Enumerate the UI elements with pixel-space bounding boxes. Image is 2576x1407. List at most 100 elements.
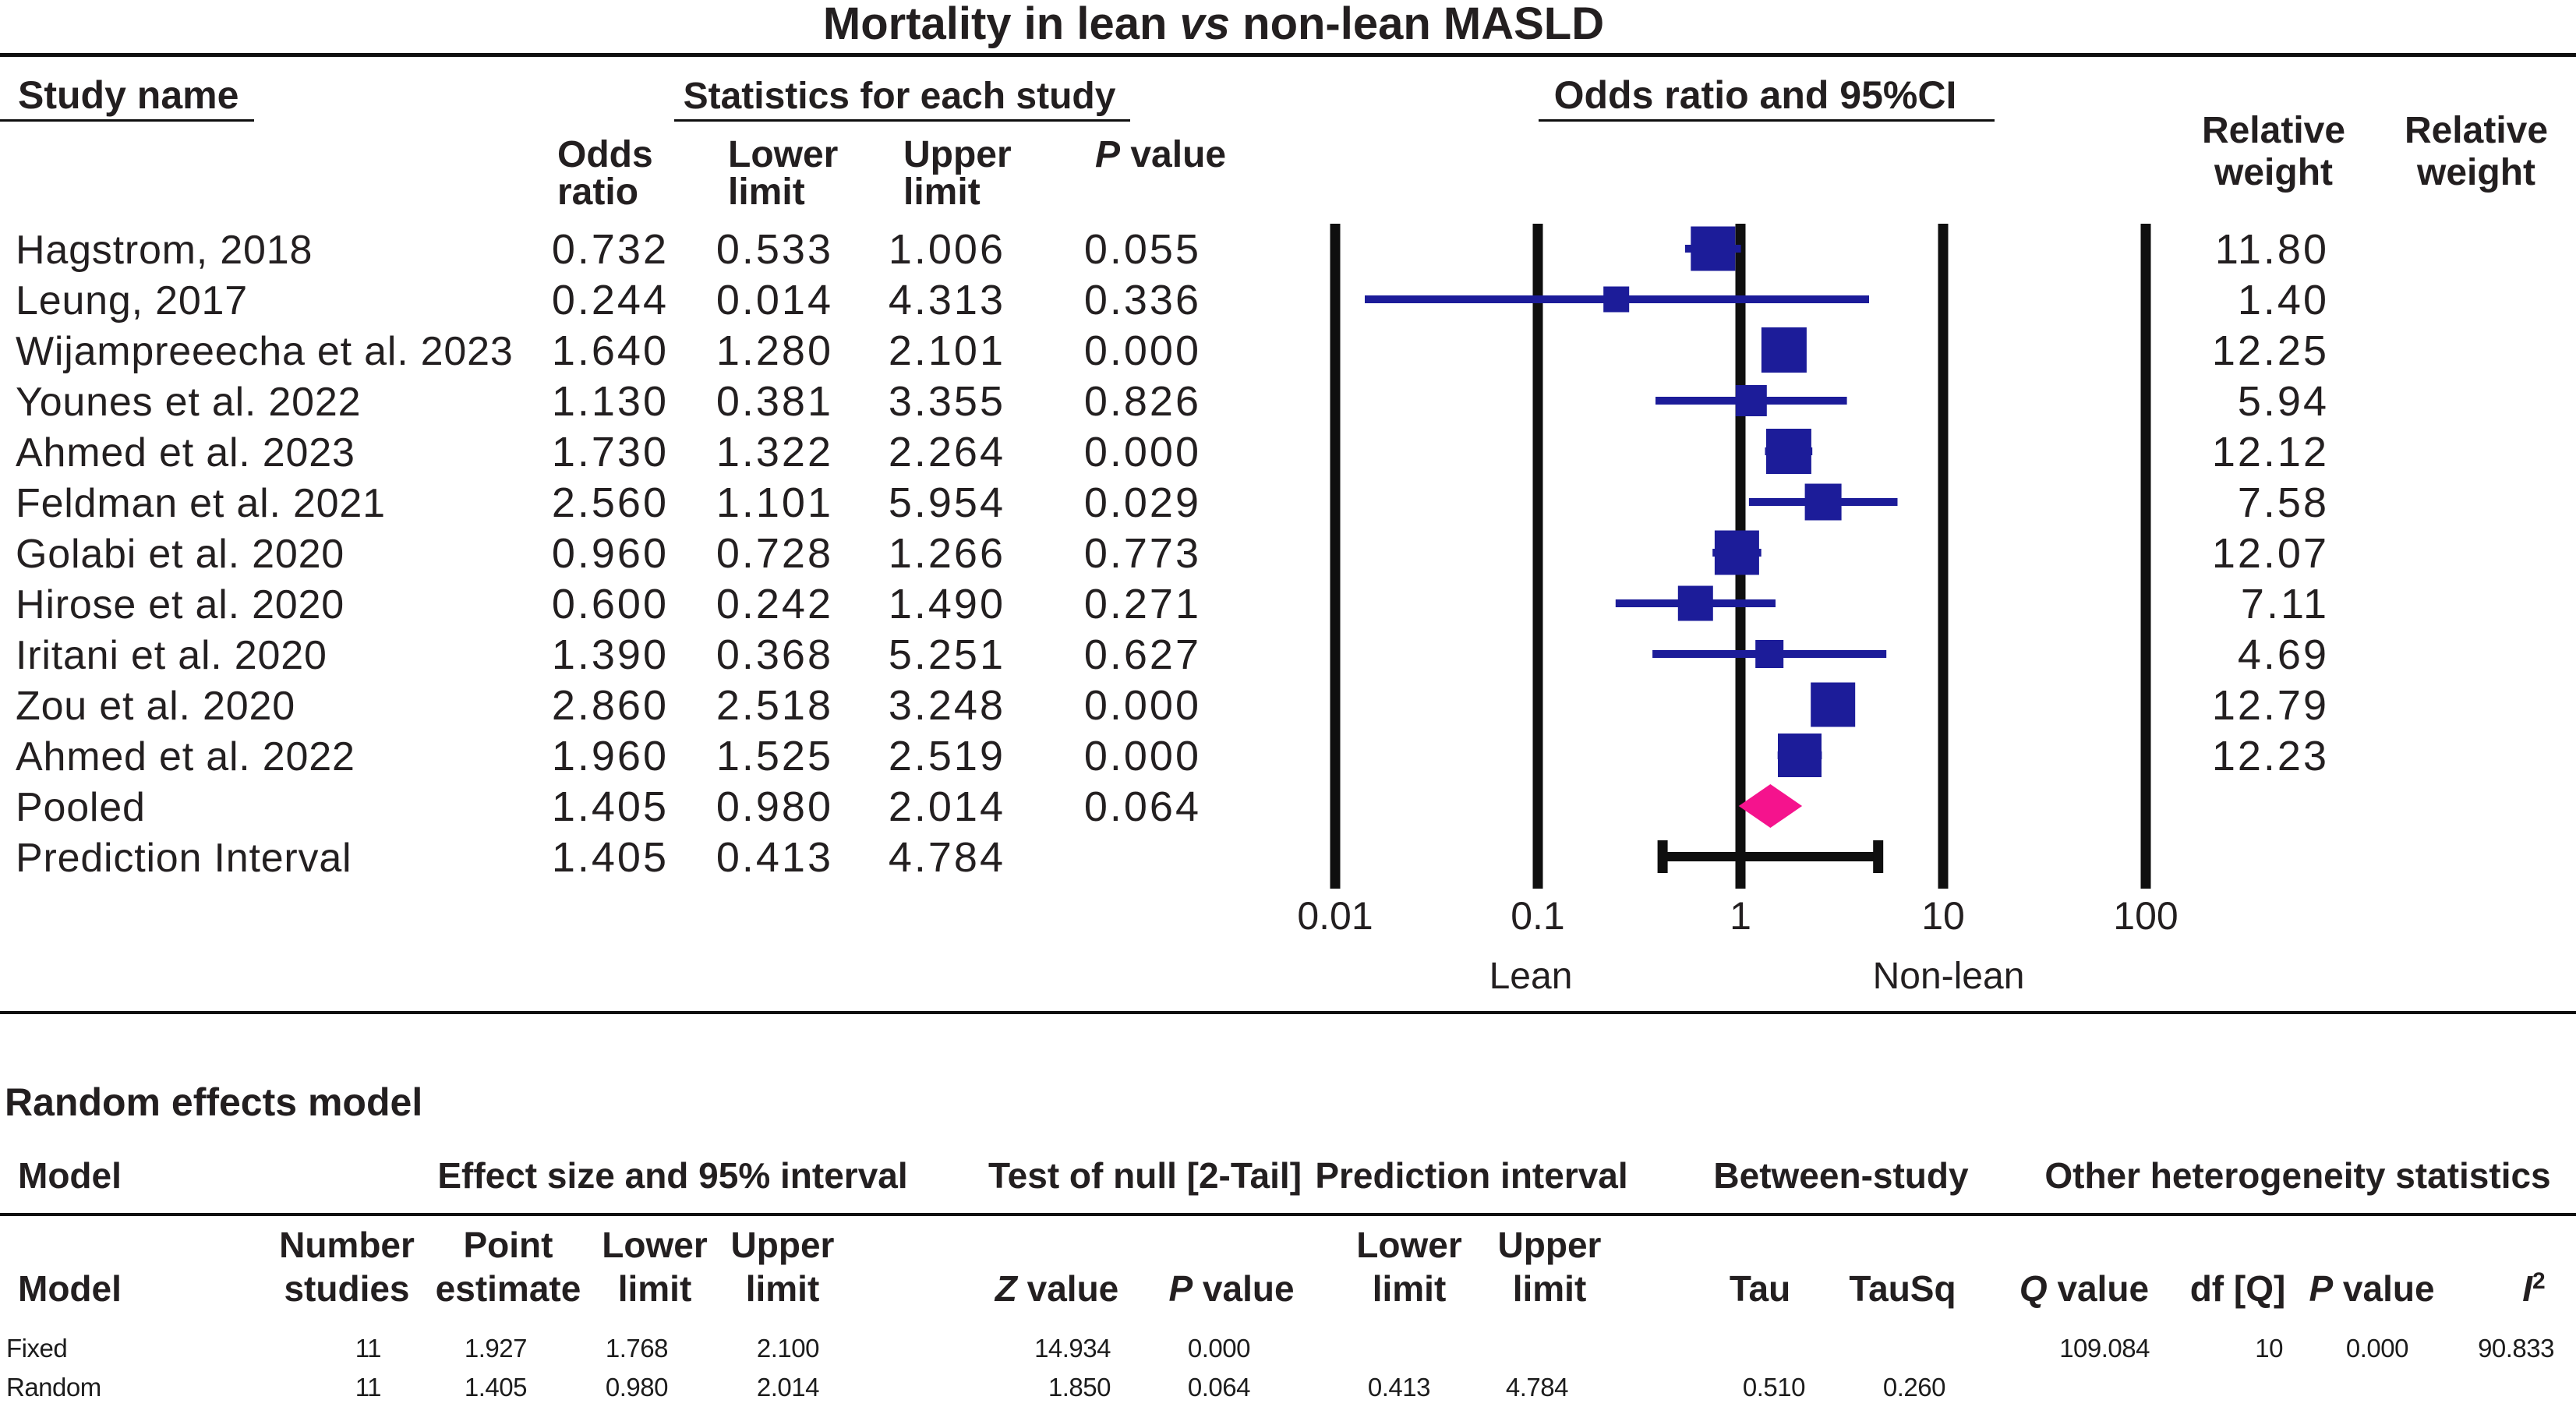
svg-text:3.355: 3.355 <box>889 378 1005 425</box>
svg-text:limit: limit <box>1373 1268 1447 1309</box>
svg-text:Prediction Interval: Prediction Interval <box>16 836 352 881</box>
svg-text:P value: P value <box>1095 134 1226 175</box>
svg-text:0.000: 0.000 <box>1084 327 1201 374</box>
svg-text:Statistics for each study: Statistics for each study <box>684 76 1116 117</box>
svg-text:0.600: 0.600 <box>552 581 669 627</box>
svg-text:Wijampreeecha et al. 2023: Wijampreeecha et al. 2023 <box>16 329 514 374</box>
svg-text:1.927: 1.927 <box>465 1334 527 1363</box>
svg-text:0.533: 0.533 <box>716 226 833 273</box>
svg-text:limit: limit <box>618 1268 692 1309</box>
svg-text:1.266: 1.266 <box>889 530 1005 577</box>
svg-text:limit: limit <box>728 171 805 213</box>
svg-text:1.280: 1.280 <box>716 327 833 374</box>
svg-text:Model: Model <box>18 1155 122 1196</box>
svg-text:Leung, 2017: Leung, 2017 <box>16 278 248 323</box>
svg-text:2.100: 2.100 <box>757 1334 819 1363</box>
svg-text:Hagstrom, 2018: Hagstrom, 2018 <box>16 228 313 273</box>
svg-text:1.322: 1.322 <box>716 429 833 475</box>
svg-text:1.405: 1.405 <box>552 834 669 881</box>
svg-text:2.014: 2.014 <box>757 1373 819 1402</box>
svg-text:2.860: 2.860 <box>552 682 669 729</box>
svg-text:Effect size and 95% interval: Effect size and 95% interval <box>437 1155 907 1196</box>
svg-text:weight: weight <box>2214 152 2333 193</box>
svg-text:2.560: 2.560 <box>552 479 669 526</box>
svg-text:Upper: Upper <box>1498 1225 1602 1265</box>
svg-text:5.251: 5.251 <box>889 631 1005 678</box>
svg-text:Upper: Upper <box>903 134 1012 175</box>
svg-text:Mortality in lean vs non-lean: Mortality in lean vs non-lean MASLD <box>823 0 1604 49</box>
svg-text:14.934: 14.934 <box>1034 1334 1111 1363</box>
svg-text:Younes et al. 2022: Younes et al. 2022 <box>16 380 361 425</box>
svg-text:Hirose et al. 2020: Hirose et al. 2020 <box>16 582 345 627</box>
svg-text:estimate: estimate <box>436 1268 581 1309</box>
svg-text:1.390: 1.390 <box>552 631 669 678</box>
svg-text:Lower: Lower <box>602 1225 708 1265</box>
svg-text:Tau: Tau <box>1730 1268 1790 1309</box>
svg-text:1.40: 1.40 <box>2238 277 2329 323</box>
svg-text:0.413: 0.413 <box>716 834 833 881</box>
svg-text:12.12: 12.12 <box>2212 429 2329 475</box>
svg-text:10: 10 <box>1921 894 1965 938</box>
svg-text:0.728: 0.728 <box>716 530 833 577</box>
svg-text:Study name: Study name <box>18 73 239 117</box>
svg-text:11: 11 <box>355 1373 381 1402</box>
svg-text:5.94: 5.94 <box>2238 378 2329 425</box>
svg-text:0.980: 0.980 <box>606 1373 668 1402</box>
svg-text:4.784: 4.784 <box>889 834 1005 881</box>
svg-text:Iritani et al. 2020: Iritani et al. 2020 <box>16 633 327 678</box>
svg-text:Lean: Lean <box>1489 956 1573 997</box>
svg-text:1: 1 <box>1730 894 1751 938</box>
svg-text:Lower: Lower <box>728 134 838 175</box>
svg-text:1.850: 1.850 <box>1048 1373 1111 1402</box>
svg-text:1.006: 1.006 <box>889 226 1005 273</box>
svg-text:1.525: 1.525 <box>716 733 833 780</box>
svg-text:Model: Model <box>18 1268 122 1309</box>
svg-text:P value: P value <box>1168 1268 1294 1309</box>
svg-text:Q value: Q value <box>2019 1268 2149 1309</box>
svg-text:12.23: 12.23 <box>2212 733 2329 780</box>
svg-text:7.58: 7.58 <box>2238 479 2329 526</box>
svg-text:Random: Random <box>6 1373 101 1402</box>
svg-text:3.248: 3.248 <box>889 682 1005 729</box>
svg-text:0.381: 0.381 <box>716 378 833 425</box>
svg-text:P value: P value <box>2309 1268 2434 1309</box>
svg-text:2.014: 2.014 <box>889 783 1005 830</box>
svg-text:0.413: 0.413 <box>1368 1373 1430 1402</box>
svg-text:Between-study: Between-study <box>1713 1155 1969 1196</box>
svg-text:Z value: Z value <box>994 1268 1119 1309</box>
svg-text:0.029: 0.029 <box>1084 479 1201 526</box>
svg-text:Prediction interval: Prediction interval <box>1315 1155 1627 1196</box>
svg-text:limit: limit <box>1513 1268 1587 1309</box>
svg-text:0.368: 0.368 <box>716 631 833 678</box>
svg-text:2.519: 2.519 <box>889 733 1005 780</box>
svg-text:5.954: 5.954 <box>889 479 1005 526</box>
svg-text:1.960: 1.960 <box>552 733 669 780</box>
svg-text:0.1: 0.1 <box>1511 894 1565 938</box>
svg-text:90.833: 90.833 <box>2478 1334 2554 1363</box>
svg-text:0.000: 0.000 <box>2346 1334 2408 1363</box>
svg-text:4.313: 4.313 <box>889 277 1005 323</box>
svg-text:Non-lean: Non-lean <box>1873 956 2025 997</box>
svg-text:1.101: 1.101 <box>716 479 833 526</box>
svg-text:Relative: Relative <box>2405 110 2548 151</box>
svg-text:Relative: Relative <box>2202 110 2345 151</box>
svg-text:Test of null [2-Tail]: Test of null [2-Tail] <box>988 1155 1302 1196</box>
svg-text:1.768: 1.768 <box>606 1334 668 1363</box>
svg-text:0.826: 0.826 <box>1084 378 1201 425</box>
svg-text:0.000: 0.000 <box>1084 733 1201 780</box>
svg-text:Lower: Lower <box>1356 1225 1462 1265</box>
svg-text:0.000: 0.000 <box>1084 429 1201 475</box>
svg-text:2.264: 2.264 <box>889 429 1005 475</box>
svg-text:100: 100 <box>2113 894 2178 938</box>
svg-text:Point: Point <box>464 1225 553 1265</box>
svg-text:Number: Number <box>279 1225 415 1265</box>
svg-text:Ahmed et al. 2023: Ahmed et al. 2023 <box>16 430 355 475</box>
svg-text:0.014: 0.014 <box>716 277 833 323</box>
svg-text:2.101: 2.101 <box>889 327 1005 374</box>
svg-text:4.784: 4.784 <box>1506 1373 1568 1402</box>
svg-text:1.130: 1.130 <box>552 378 669 425</box>
svg-text:I2: I2 <box>2522 1268 2545 1309</box>
svg-text:11.80: 11.80 <box>2215 226 2329 273</box>
svg-text:10: 10 <box>2255 1334 2283 1363</box>
svg-text:Other heterogeneity statistics: Other heterogeneity statistics <box>2044 1155 2550 1196</box>
